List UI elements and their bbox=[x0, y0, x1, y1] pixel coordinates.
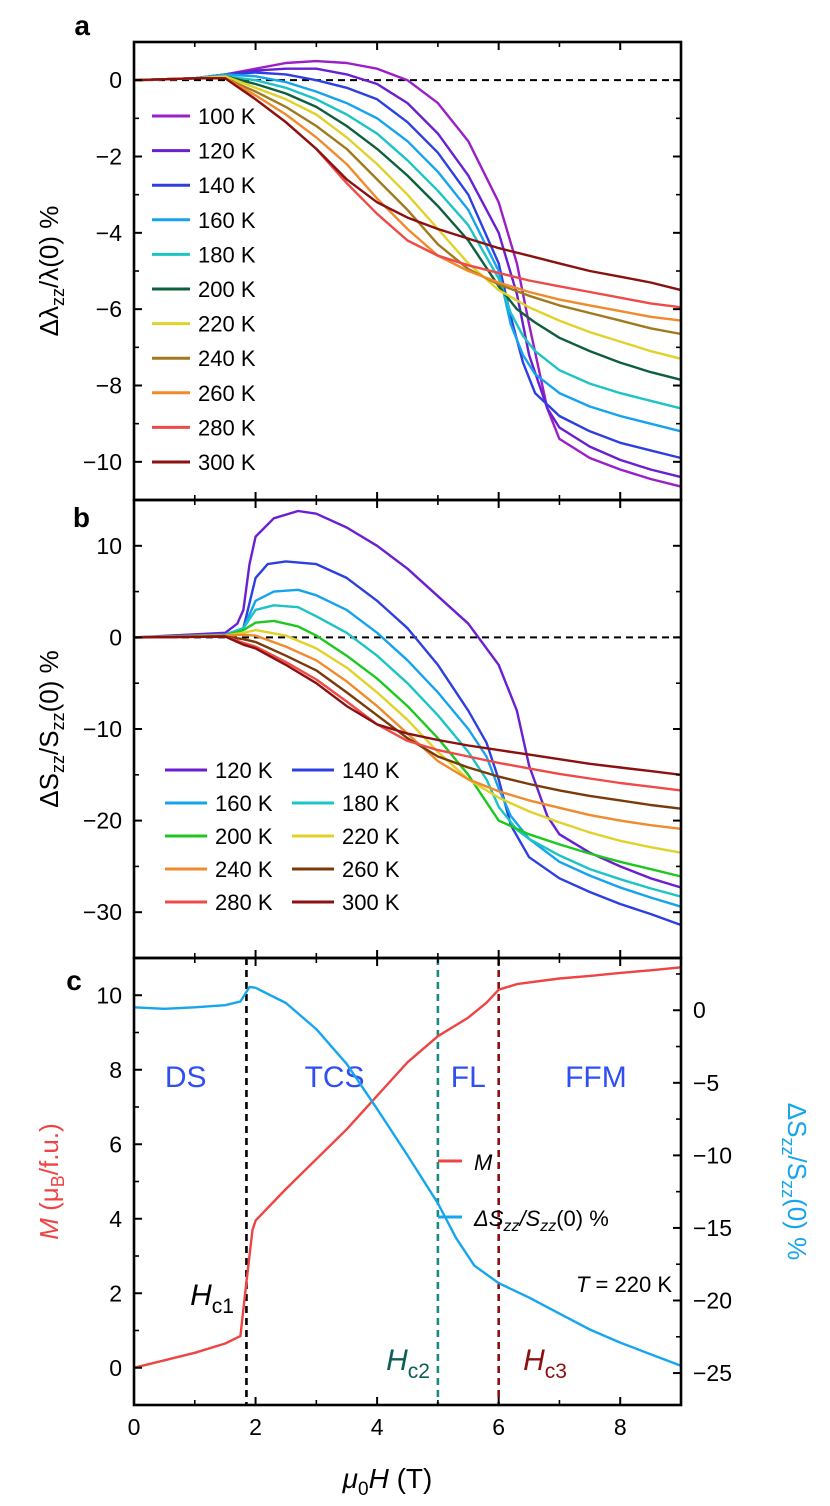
series-line-a-7 bbox=[133, 77, 682, 336]
legend-label: 240 K bbox=[198, 346, 256, 371]
series-line-a-1 bbox=[133, 67, 682, 479]
legend-label: ΔSzz/Szz(0) % bbox=[473, 1206, 609, 1235]
y-axis-label-a: Δλzz/λ(0) % bbox=[34, 206, 68, 337]
legend-label: 180 K bbox=[342, 791, 400, 816]
legend-label: 280 K bbox=[198, 415, 256, 440]
legend-label: 260 K bbox=[342, 857, 400, 882]
y-axis-label-c-left: M (μB/f.u.) bbox=[34, 1123, 68, 1240]
y-tick-label: −6 bbox=[96, 296, 122, 322]
series-line-b-8 bbox=[133, 635, 682, 792]
y-tick-label: 2 bbox=[109, 1280, 122, 1306]
series-line-b-9 bbox=[133, 635, 682, 776]
y-tick-label: −10 bbox=[83, 449, 122, 475]
series-line-a-2 bbox=[133, 71, 682, 460]
legend-label: 220 K bbox=[342, 824, 400, 849]
x-tick-label: 6 bbox=[492, 1414, 505, 1440]
y-tick-label: 8 bbox=[109, 1057, 122, 1083]
legend-label: 140 K bbox=[342, 758, 400, 783]
panel-label-c: c bbox=[66, 965, 82, 996]
strain-line bbox=[133, 985, 682, 1367]
x-tick-label: 8 bbox=[614, 1414, 627, 1440]
legend-label: 100 K bbox=[198, 104, 256, 129]
series-line-b-3 bbox=[133, 604, 682, 898]
series-line-a-6 bbox=[133, 75, 682, 360]
x-tick-label: 2 bbox=[249, 1414, 262, 1440]
series-line-a-8 bbox=[133, 77, 682, 322]
legend-label: 160 K bbox=[198, 208, 256, 233]
y-tick-label: 0 bbox=[109, 624, 122, 650]
legend-label: 280 K bbox=[215, 890, 273, 915]
legend-label: 220 K bbox=[198, 312, 256, 337]
legend-label: 260 K bbox=[198, 381, 256, 406]
series-line-a-10 bbox=[133, 77, 682, 292]
y-tick-label: −8 bbox=[96, 373, 122, 399]
y-tick-label: −30 bbox=[83, 899, 122, 925]
x-axis-label: μ0H (T) bbox=[342, 1463, 433, 1500]
region-label: FL bbox=[451, 1061, 486, 1094]
y2-tick-label: −15 bbox=[693, 1215, 732, 1241]
h-critical-label-3: Hc3 bbox=[523, 1344, 567, 1383]
y-axis-label-c-right: ΔSzz/Szz(0) % bbox=[778, 1103, 812, 1260]
y-tick-label: 0 bbox=[109, 1355, 122, 1381]
y-tick-label: 10 bbox=[96, 982, 122, 1008]
legend-label: 300 K bbox=[198, 450, 256, 475]
series-line-a-5 bbox=[133, 75, 682, 381]
region-label: DS bbox=[165, 1061, 207, 1094]
legend-label: M bbox=[474, 1150, 493, 1175]
series-line-b-0 bbox=[133, 509, 682, 889]
y-tick-label: 10 bbox=[96, 533, 122, 559]
y2-tick-label: 0 bbox=[693, 997, 706, 1023]
y2-tick-label: −10 bbox=[693, 1142, 732, 1168]
y2-tick-label: −25 bbox=[693, 1360, 732, 1386]
series-line-a-0 bbox=[133, 59, 682, 488]
legend-label: 120 K bbox=[198, 139, 256, 164]
y-tick-label: −2 bbox=[96, 144, 122, 170]
x-tick-label: 0 bbox=[128, 1414, 141, 1440]
series-line-a-4 bbox=[133, 75, 682, 410]
legend-label: 300 K bbox=[342, 890, 400, 915]
legend-label: 140 K bbox=[198, 173, 256, 198]
y-axis-label-b: ΔSzz/Szz(0) % bbox=[34, 650, 68, 807]
y-tick-label: 0 bbox=[109, 67, 122, 93]
region-label: FFM bbox=[565, 1061, 627, 1094]
y-tick-label: −20 bbox=[83, 808, 122, 834]
y-tick-label: −4 bbox=[96, 220, 122, 246]
panel-label-a: a bbox=[74, 10, 90, 41]
legend-label: 120 K bbox=[215, 758, 273, 783]
legend-label: 180 K bbox=[198, 242, 256, 267]
x-tick-label: 4 bbox=[371, 1414, 384, 1440]
y2-tick-label: −20 bbox=[693, 1288, 732, 1314]
h-critical-label-2: Hc2 bbox=[386, 1344, 430, 1383]
y-tick-label: −10 bbox=[83, 716, 122, 742]
legend-label: 240 K bbox=[215, 857, 273, 882]
legend-label: 200 K bbox=[215, 824, 273, 849]
h-critical-label-1: Hc1 bbox=[190, 1279, 234, 1318]
series-line-b-2 bbox=[133, 588, 682, 908]
legend-label: 160 K bbox=[215, 791, 273, 816]
magnetization-line bbox=[133, 966, 682, 1369]
series-line-a-3 bbox=[133, 73, 682, 433]
y2-tick-label: −5 bbox=[693, 1070, 719, 1096]
series-line-b-7 bbox=[133, 635, 682, 810]
series-line-b-1 bbox=[133, 560, 682, 927]
legend-label: 200 K bbox=[198, 277, 256, 302]
series-line-b-4 bbox=[133, 619, 682, 878]
y-tick-label: 6 bbox=[109, 1131, 122, 1157]
panel-label-b: b bbox=[73, 502, 90, 533]
temperature-annotation: T = 220 K bbox=[576, 1272, 672, 1297]
y-tick-label: 4 bbox=[109, 1206, 122, 1232]
panel-frame-c bbox=[132, 956, 683, 1407]
